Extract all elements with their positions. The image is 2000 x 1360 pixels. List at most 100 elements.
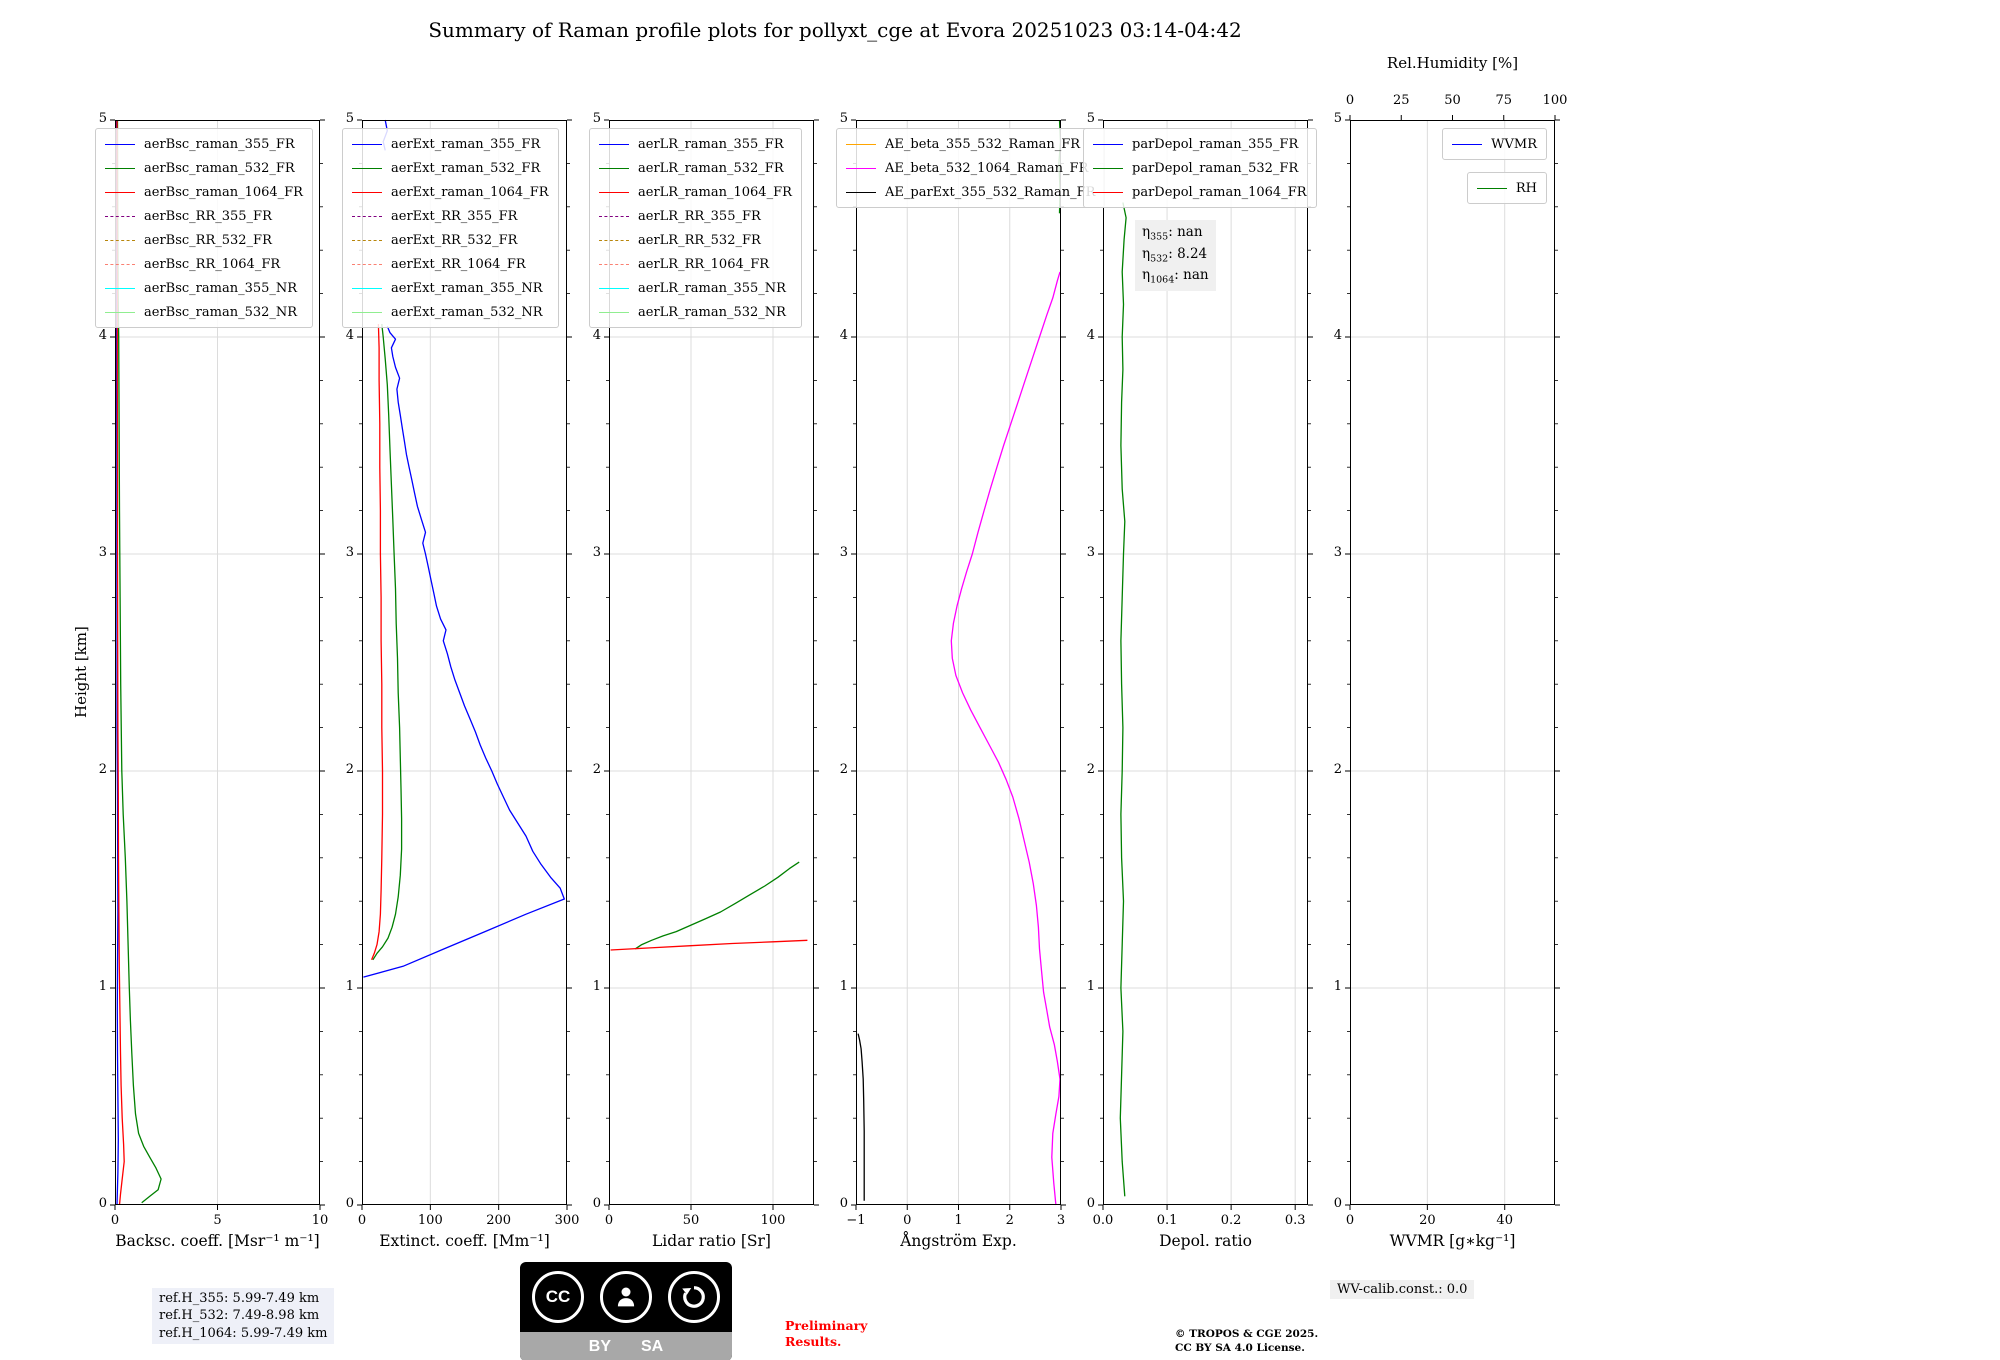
legend-label: aerLR_RR_1064_FR (638, 256, 770, 272)
curve-aerBsc_raman_532_FR (116, 119, 162, 1204)
y-tick-label: 1 (1333, 979, 1342, 994)
panel-angstrom: Ångström Exp. −1 0 1 2 3 0 1 2 3 4 5 AE_beta_355_53… (836, 111, 1106, 1250)
legend: RH (1466, 172, 1547, 204)
x-tick-label: 0 (903, 1213, 912, 1228)
x-tick-label: −1 (846, 1213, 866, 1228)
cc-icon: CC (532, 1271, 584, 1323)
curve-aerExt_raman_532_FR (372, 323, 403, 961)
x-axis-label-extinction: Extinct. coeff. [Mm⁻¹] (379, 1232, 550, 1250)
panel-depol: Depol. ratio 0.0 0.1 0.2 0.3 0 1 2 3 4 5 parDepol_… (1083, 111, 1317, 1250)
legend-item: WVMR (1452, 132, 1537, 156)
share-alike-icon (668, 1271, 720, 1323)
legend-item: aerBsc_raman_355_NR (105, 276, 303, 300)
legend-line-sample (352, 215, 382, 217)
legend-item: aerExt_RR_355_FR (352, 204, 549, 228)
legend-label: parDepol_raman_355_FR (1132, 136, 1299, 152)
legend-label: AE_beta_355_532_Raman_FR (885, 136, 1081, 152)
legend-label: AE_parExt_355_532_Raman_FR (885, 184, 1096, 200)
legend-item: aerBsc_raman_532_NR (105, 300, 303, 324)
legend-label: aerLR_RR_355_FR (638, 208, 761, 224)
y-tick-label: 5 (345, 111, 354, 126)
plot-area-angstrom (851, 119, 1066, 1210)
legend-label: aerExt_raman_355_FR (391, 136, 541, 152)
x-tick-label: 0 (1345, 1213, 1355, 1228)
legend-line-sample (1093, 143, 1123, 145)
y-tick-label: 4 (1086, 328, 1095, 343)
y-tick-label: 2 (98, 762, 107, 777)
cc-sa-label: SA (641, 1337, 664, 1355)
legend-label: aerBsc_raman_355_NR (144, 280, 298, 296)
legend-line-sample (105, 143, 135, 145)
y-tick-label: 3 (592, 545, 601, 560)
legend-line-sample (1476, 187, 1507, 189)
x-tick-label: 0.3 (1284, 1213, 1306, 1228)
legend-line-sample (1452, 143, 1483, 145)
legend-line-sample (352, 263, 382, 265)
x-tick-label: 0.1 (1156, 1213, 1178, 1228)
curve-AE_parExt_355_532_Raman_FR (857, 1033, 865, 1201)
legend-label: aerExt_RR_1064_FR (391, 256, 526, 272)
legend: WVMR (1442, 128, 1547, 160)
y-tick-label: 1 (1086, 979, 1095, 994)
legend: AE_beta_355_532_Raman_FR AE_beta_532_1064… (836, 128, 1106, 208)
legend-item: parDepol_raman_355_FR (1093, 132, 1307, 156)
preliminary-line2: Results. (785, 1333, 842, 1349)
legend-label: RH (1515, 180, 1537, 196)
legend-item: aerLR_raman_355_NR (599, 276, 792, 300)
legend-line-sample (105, 167, 135, 169)
x-tick-label: 2 (1005, 1213, 1014, 1228)
copyright-line1: © TROPOS & CGE 2025. (1175, 1328, 1319, 1340)
y-tick-label: 3 (1333, 545, 1342, 560)
ref-height-355: ref.H_355: 5.99-7.49 km (159, 1291, 320, 1306)
legend-label: parDepol_raman_532_FR (1132, 160, 1299, 176)
y-tick-label: 4 (839, 328, 848, 343)
x-tick-label: 0.0 (1092, 1213, 1114, 1228)
y-tick-label: 0 (345, 1196, 354, 1211)
depol-calibration-annotation: η355: nan η532: 8.24 η1064: nan (1135, 220, 1216, 291)
legend-line-sample (846, 191, 876, 193)
cc-icons-row: CC (520, 1262, 732, 1332)
y-tick-label: 1 (839, 979, 848, 994)
legend-line-sample (599, 215, 629, 217)
x-tick-label: 0.2 (1220, 1213, 1242, 1228)
legend-label: aerExt_RR_532_FR (391, 232, 518, 248)
legend-line-sample (599, 167, 629, 169)
y-tick-label: 3 (345, 545, 354, 560)
curve-parDepol_raman_532_FR (1119, 202, 1127, 1197)
legend: aerExt_raman_355_FR aerExt_raman_532_FR ae… (342, 128, 559, 328)
legend-line-sample (846, 143, 876, 145)
legend-item: aerExt_raman_532_NR (352, 300, 549, 324)
legend-item: aerLR_RR_1064_FR (599, 252, 792, 276)
legend-line-sample (1093, 191, 1123, 193)
legend-line-sample (599, 263, 629, 265)
y-tick-label: 2 (345, 762, 354, 777)
x-axis-label-angstrom: Ångström Exp. (900, 1232, 1017, 1250)
legend-line-sample (599, 191, 629, 193)
legend: aerLR_raman_355_FR aerLR_raman_532_FR aerL… (589, 128, 802, 328)
legend-item: aerLR_RR_532_FR (599, 228, 792, 252)
legend-item: AE_parExt_355_532_Raman_FR (846, 180, 1095, 204)
legend-label: parDepol_raman_1064_FR (1132, 184, 1307, 200)
curve-aerExt_raman_355_FR (363, 325, 565, 978)
legend-item: aerBsc_raman_532_FR (105, 156, 303, 180)
legend-item: parDepol_raman_532_FR (1093, 156, 1307, 180)
legend-label: aerBsc_raman_355_FR (144, 136, 295, 152)
legend-line-sample (599, 143, 629, 145)
legend-label: aerLR_raman_532_NR (638, 304, 786, 320)
y-tick-label: 5 (839, 111, 848, 126)
preliminary-line1: Preliminary (785, 1318, 868, 1333)
x-tick-label: 0 (604, 1213, 614, 1228)
legend-item: AE_beta_355_532_Raman_FR (846, 132, 1095, 156)
legend-label: AE_beta_532_1064_Raman_FR (885, 160, 1089, 176)
legend-line-sample (846, 167, 876, 169)
legend-label: aerExt_RR_355_FR (391, 208, 518, 224)
legend-label: aerExt_raman_355_NR (391, 280, 543, 296)
legend-item: aerBsc_raman_355_FR (105, 132, 303, 156)
legend-label: aerLR_raman_532_FR (638, 160, 784, 176)
legend-item: RH (1476, 176, 1537, 200)
curve-aerLR_raman_1064_FR (610, 939, 808, 951)
top-tick-label: 100 (1542, 93, 1568, 108)
legend-line-sample (599, 239, 629, 241)
top-tick-label: 50 (1444, 93, 1461, 108)
legend: parDepol_raman_355_FR parDepol_raman_532_… (1083, 128, 1317, 208)
